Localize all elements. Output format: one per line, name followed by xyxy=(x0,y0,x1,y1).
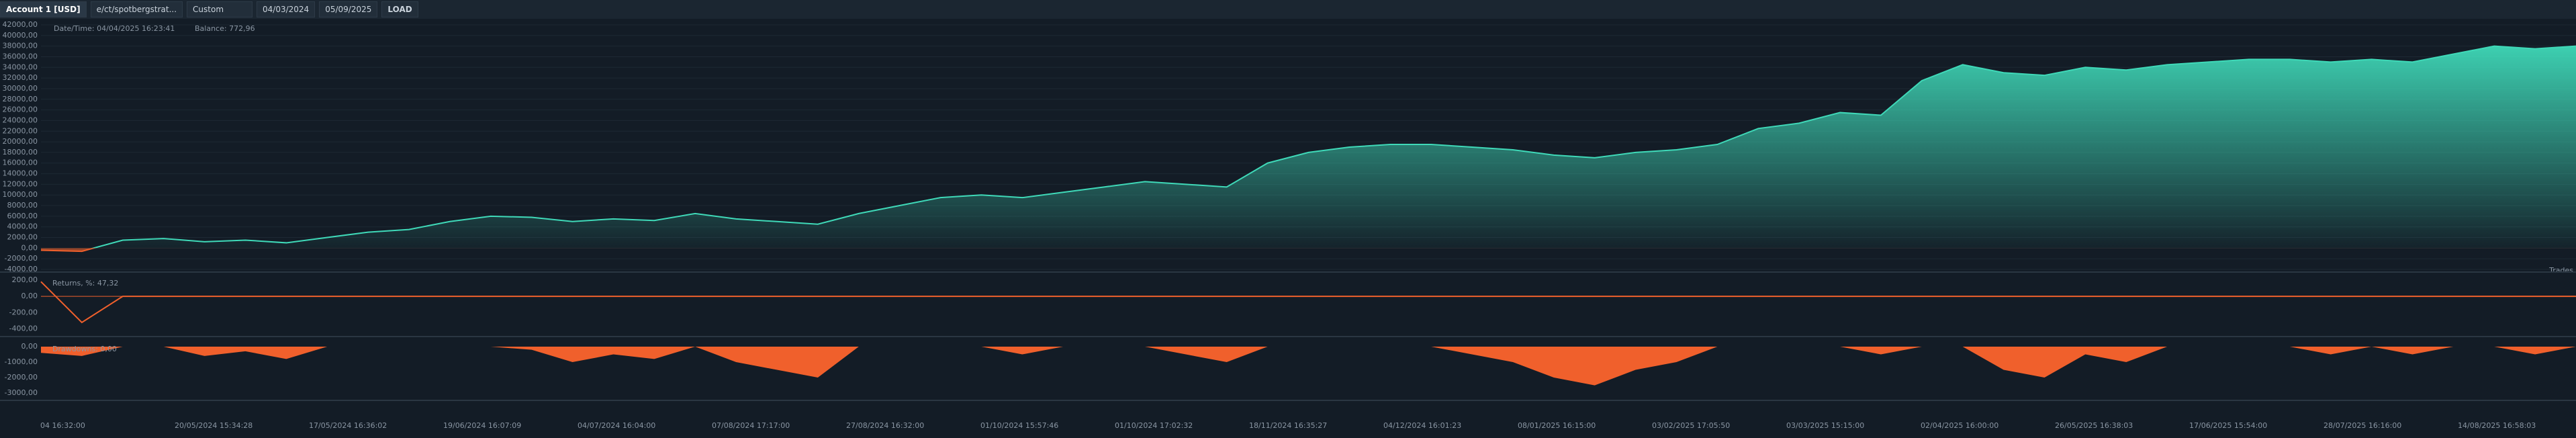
annotation: Balance: 772,96 xyxy=(195,24,255,33)
period-select[interactable]: Custom xyxy=(187,1,253,17)
y-tick-label: 34000,00 xyxy=(3,62,38,71)
strategy-tab[interactable]: e/ct/spotbergstrat... xyxy=(90,1,183,17)
x-tick-label: 01/10/2024 15:57:46 xyxy=(980,421,1058,430)
y-tick-label: 20000,00 xyxy=(3,137,38,146)
to-date[interactable]: 05/09/2025 xyxy=(319,1,378,17)
y-tick-label: -400,00 xyxy=(9,324,38,333)
x-tick-label: 08/01/2025 16:15:00 xyxy=(1518,421,1596,430)
x-tick-label: 27/08/2024 16:32:00 xyxy=(846,421,924,430)
y-tick-label: 40000,00 xyxy=(3,31,38,40)
y-tick-label: 26000,00 xyxy=(3,105,38,114)
chart: -4000,00-2000,000,002000,004000,006000,0… xyxy=(0,20,2576,430)
y-tick-label: 10000,00 xyxy=(3,190,38,199)
y-tick-label: 32000,00 xyxy=(3,73,38,82)
y-tick-label: -2000,00 xyxy=(5,373,38,382)
x-tick-label: 19/06/2024 16:07:09 xyxy=(443,421,521,430)
side-label: Trades xyxy=(2548,266,2573,275)
from-date[interactable]: 04/03/2024 xyxy=(257,1,316,17)
y-tick-label: 2000,00 xyxy=(7,233,38,242)
balance-line xyxy=(91,45,2576,249)
y-tick-label: -200,00 xyxy=(9,308,38,316)
y-tick-label: 0,00 xyxy=(21,342,38,351)
y-tick-label: 0,00 xyxy=(21,243,38,252)
x-tick-label: 02/04/2025 16:00:00 xyxy=(1921,421,1998,430)
y-tick-label: 200,00 xyxy=(12,275,38,284)
toolbar: Account 1 [USD] e/ct/spotbergstrat... Cu… xyxy=(0,0,2576,19)
y-tick-label: 36000,00 xyxy=(3,52,38,60)
load-button[interactable]: LOAD xyxy=(381,1,418,17)
y-tick-label: 30000,00 xyxy=(3,84,38,93)
panel-title: Drawdowns: 0,00 xyxy=(52,345,117,353)
y-tick-label: 6000,00 xyxy=(7,212,38,220)
y-tick-label: 14000,00 xyxy=(3,169,38,178)
y-tick-label: 12000,00 xyxy=(3,179,38,188)
y-tick-label: 0,00 xyxy=(21,292,38,300)
x-tick-label: 04 16:32:00 xyxy=(40,421,85,430)
y-tick-label: 18000,00 xyxy=(3,148,38,157)
y-tick-label: -1000,00 xyxy=(5,357,38,366)
y-tick-label: -4000,00 xyxy=(5,265,38,273)
annotation: Date/Time: 04/04/2025 16:23:41 xyxy=(54,24,175,33)
y-tick-label: 38000,00 xyxy=(3,42,38,50)
x-tick-label: 17/06/2025 15:54:00 xyxy=(2189,421,2267,430)
x-tick-label: 07/08/2024 17:17:00 xyxy=(712,421,790,430)
account-tab[interactable]: Account 1 [USD] xyxy=(0,1,87,17)
y-tick-label: 8000,00 xyxy=(7,201,38,210)
y-tick-label: 4000,00 xyxy=(7,222,38,231)
x-tick-label: 03/03/2025 15:15:00 xyxy=(1786,421,1864,430)
balance-area xyxy=(93,46,2576,249)
y-tick-label: 16000,00 xyxy=(3,159,38,167)
y-tick-label: 42000,00 xyxy=(3,20,38,29)
x-tick-label: 28/07/2025 16:16:00 xyxy=(2324,421,2401,430)
x-tick-label: 01/10/2024 17:02:32 xyxy=(1115,421,1193,430)
y-tick-label: 22000,00 xyxy=(3,126,38,135)
returns-line xyxy=(40,281,2576,324)
x-tick-label: 04/12/2024 16:01:23 xyxy=(1383,421,1461,430)
x-tick-label: 18/11/2024 16:35:27 xyxy=(1249,421,1327,430)
x-tick-label: 14/08/2025 16:58:03 xyxy=(2458,421,2536,430)
drawdown-area xyxy=(41,347,2576,386)
x-tick-label: 03/02/2025 17:05:50 xyxy=(1652,421,1730,430)
x-tick-label: 17/05/2024 16:36:02 xyxy=(309,421,387,430)
x-tick-label: 04/07/2024 16:04:00 xyxy=(578,421,655,430)
y-tick-label: -3000,00 xyxy=(5,388,38,397)
y-tick-label: 28000,00 xyxy=(3,95,38,103)
y-tick-label: 24000,00 xyxy=(3,116,38,124)
x-tick-label: 20/05/2024 15:34:28 xyxy=(175,421,252,430)
x-tick-label: 26/05/2025 16:38:03 xyxy=(2055,421,2133,430)
panel-title: Returns, %: 47,32 xyxy=(52,279,118,288)
y-tick-label: -2000,00 xyxy=(5,254,38,263)
